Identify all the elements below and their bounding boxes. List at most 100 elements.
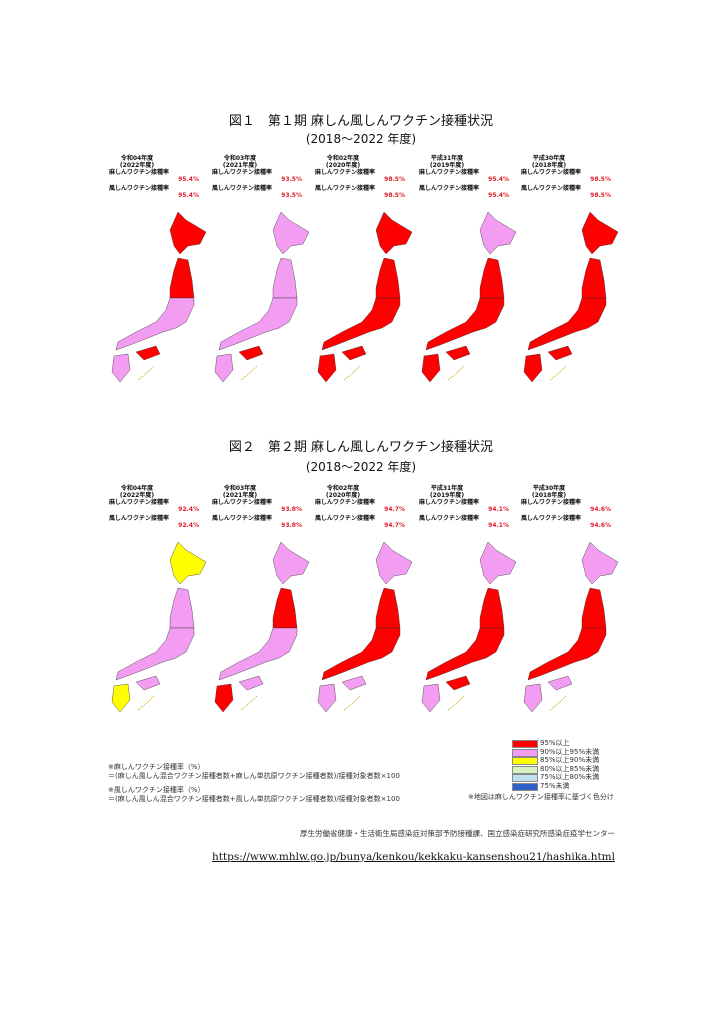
region bbox=[479, 541, 517, 585]
legend-swatch bbox=[512, 782, 538, 791]
panel-era: 令和04年度 bbox=[120, 485, 154, 492]
okinawa-inset bbox=[240, 365, 258, 381]
measles-rate: 94.7% bbox=[384, 506, 405, 513]
region bbox=[111, 353, 131, 383]
region bbox=[527, 627, 607, 681]
measles-rate: 98.5% bbox=[384, 176, 405, 183]
region bbox=[581, 541, 619, 585]
panel-era: 平成30年度 bbox=[532, 155, 566, 162]
region bbox=[115, 297, 195, 351]
panel-era: 令和03年度 bbox=[223, 485, 257, 492]
legend-swatch bbox=[512, 740, 538, 748]
panel-year: (2019年度) bbox=[429, 162, 465, 169]
region bbox=[135, 675, 161, 691]
prefecture-map bbox=[421, 211, 517, 383]
okinawa-inset bbox=[447, 695, 465, 711]
panel-year: (2021年度) bbox=[222, 162, 258, 169]
measles-rate: 94.6% bbox=[590, 506, 611, 513]
okinawa-inset bbox=[343, 365, 361, 381]
legend-swatch bbox=[512, 774, 538, 782]
region bbox=[581, 257, 607, 299]
okinawa-inset bbox=[137, 365, 155, 381]
panel-year: (2020年度) bbox=[325, 492, 361, 499]
prefecture-map bbox=[111, 211, 207, 383]
region bbox=[581, 211, 619, 255]
region bbox=[425, 627, 505, 681]
region bbox=[169, 211, 207, 255]
region bbox=[218, 297, 298, 351]
rubella-label: 風しんワクチン接種率 bbox=[212, 185, 273, 192]
region bbox=[375, 211, 413, 255]
rubella-label: 風しんワクチン接種率 bbox=[521, 515, 582, 522]
region bbox=[479, 587, 505, 629]
prefecture-map bbox=[523, 211, 619, 383]
prefecture-map bbox=[523, 541, 619, 713]
region bbox=[272, 587, 298, 629]
prefecture-map bbox=[421, 541, 517, 713]
panel-year: (2019年度) bbox=[429, 492, 465, 499]
rubella-rate: 98.5% bbox=[384, 192, 405, 199]
legend-swatch bbox=[512, 748, 538, 757]
region bbox=[272, 541, 310, 585]
okinawa-inset bbox=[137, 695, 155, 711]
region bbox=[214, 353, 234, 383]
measles-rate: 94.1% bbox=[488, 506, 509, 513]
rubella-label: 風しんワクチン接種率 bbox=[109, 185, 170, 192]
source-url: https://www.mhlw.go.jp/bunya/kenkou/kekk… bbox=[211, 851, 615, 863]
measles-label: 麻しんワクチン接種率 bbox=[212, 499, 273, 506]
region bbox=[317, 683, 337, 713]
legend-label: 75%以上80%未満 bbox=[540, 773, 600, 781]
region bbox=[321, 297, 401, 351]
legend-label: 85%以上90%未満 bbox=[540, 756, 600, 764]
measles-rate: 98.5% bbox=[590, 176, 611, 183]
rubella-label: 風しんワクチン接種率 bbox=[109, 515, 170, 522]
panel-era: 令和02年度 bbox=[326, 155, 360, 162]
region bbox=[479, 257, 505, 299]
rubella-rate: 93.8% bbox=[281, 522, 302, 529]
region bbox=[169, 541, 207, 585]
region bbox=[547, 345, 573, 361]
rubella-label: 風しんワクチン接種率 bbox=[315, 185, 376, 192]
figure-title: 図１ 第１期 麻しん風しんワクチン接種状況 bbox=[228, 114, 494, 129]
region bbox=[375, 587, 401, 629]
measles-label: 麻しんワクチン接種率 bbox=[109, 499, 170, 506]
panel-era: 平成30年度 bbox=[532, 485, 566, 492]
figure-subtitle: (2018〜2022 年度) bbox=[305, 132, 417, 146]
okinawa-inset bbox=[240, 695, 258, 711]
rubella-label: 風しんワクチン接種率 bbox=[419, 515, 480, 522]
region bbox=[445, 675, 471, 691]
measles-rate: 95.4% bbox=[488, 176, 509, 183]
measles-label: 麻しんワクチン接種率 bbox=[521, 169, 582, 176]
measles-label: 麻しんワクチン接種率 bbox=[315, 169, 376, 176]
measles-label: 麻しんワクチン接種率 bbox=[419, 169, 480, 176]
okinawa-inset bbox=[343, 695, 361, 711]
formula-note: ＝(麻しん風しん混合ワクチン接種者数+風しん単抗原ワクチン接種者数)/接種対象者… bbox=[108, 795, 400, 803]
region bbox=[479, 211, 517, 255]
rubella-rate: 92.4% bbox=[178, 522, 199, 529]
legend-swatch bbox=[512, 757, 538, 765]
region bbox=[421, 353, 441, 383]
legend-label: 95%以上 bbox=[540, 739, 570, 747]
rubella-rate: 93.5% bbox=[281, 192, 302, 199]
panel-era: 令和03年度 bbox=[223, 155, 257, 162]
region bbox=[135, 345, 161, 361]
legend-note: ※地図は麻しんワクチン接種率に基づく色分け bbox=[468, 793, 614, 801]
region bbox=[218, 627, 298, 681]
prefecture-map bbox=[317, 541, 413, 713]
measles-label: 麻しんワクチン接種率 bbox=[521, 499, 582, 506]
region bbox=[214, 683, 234, 713]
formula-note: ＝(麻しん風しん混合ワクチン接種者数+麻しん単抗原ワクチン接種者数)/接種対象者… bbox=[108, 772, 400, 780]
measles-rate: 92.4% bbox=[178, 506, 199, 513]
region bbox=[375, 257, 401, 299]
rubella-rate: 94.7% bbox=[384, 522, 405, 529]
region bbox=[341, 675, 367, 691]
source: 厚生労働省健康・生活衛生局感染症対策部予防接種課、国立感染症研究所感染症疫学セン… bbox=[300, 829, 615, 838]
rubella-label: 風しんワクチン接種率 bbox=[521, 185, 582, 192]
formula-note: ※風しんワクチン接種率（%） bbox=[108, 786, 205, 794]
measles-label: 麻しんワクチン接種率 bbox=[212, 169, 273, 176]
okinawa-inset bbox=[447, 365, 465, 381]
region bbox=[169, 587, 195, 629]
measles-label: 麻しんワクチン接種率 bbox=[315, 499, 376, 506]
panel-era: 令和02年度 bbox=[326, 485, 360, 492]
figure-subtitle: (2018〜2022 年度) bbox=[305, 460, 417, 474]
